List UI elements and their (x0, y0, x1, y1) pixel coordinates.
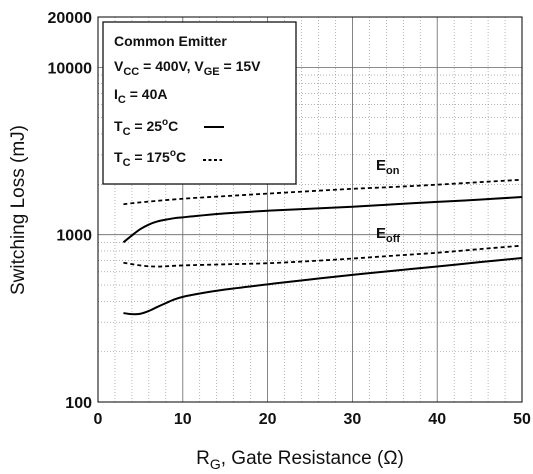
y-tick-label: 20000 (48, 10, 93, 27)
t175-main: T (114, 149, 123, 165)
x-tick-label: 50 (513, 411, 531, 428)
plot-frame (97, 16, 523, 403)
grid-lines (98, 17, 522, 402)
legend-line-t175: TC = 175oC (114, 148, 186, 169)
eoff-sub: off (386, 233, 400, 245)
vcc-main: V (114, 58, 124, 74)
t175-sup: o (170, 148, 176, 159)
x-title-sub: G (210, 456, 221, 472)
x-tick-label: 30 (344, 411, 362, 428)
t175-mid: = 175 (131, 149, 171, 165)
eon-sub: on (386, 165, 400, 177)
t25-rest: C (168, 118, 178, 134)
series-eon-solid (122, 195, 523, 244)
ic-main: I (114, 86, 118, 102)
eoff-main: E (376, 225, 386, 242)
legend-line-current: IC = 40A (114, 86, 167, 106)
eon-curve-label: Eon (376, 157, 400, 177)
x-tick-label: 0 (94, 411, 103, 428)
legend-line-voltages: VCC = 400V, VGE = 15V (114, 58, 261, 78)
t25-sup: o (162, 117, 168, 128)
eoff-curve-label: Eoff (376, 225, 400, 245)
t25-mid: = 25 (131, 118, 163, 134)
y-tick-label: 10000 (48, 60, 93, 77)
t25-sub: C (123, 126, 131, 138)
t175-sub: C (123, 157, 131, 169)
x-tick-label: 40 (428, 411, 446, 428)
y-tick-labels: 100 1000 10000 20000 (48, 10, 93, 412)
y-tick-label: 1000 (56, 228, 92, 245)
legend-line-common-emitter: Common Emitter (114, 33, 227, 49)
x-tick-label: 20 (259, 411, 277, 428)
ic-sub: C (118, 94, 126, 106)
y-tick-label: 100 (65, 395, 92, 412)
x-title-rest: , Gate Resistance (Ω) (221, 448, 404, 469)
vge-rest: = 15V (220, 58, 262, 74)
x-tick-labels: 0 10 20 30 40 50 (94, 411, 531, 428)
vcc-rest: = 400V, V (139, 58, 204, 74)
series-layer (122, 178, 523, 316)
x-axis-title: RG, Gate Resistance (Ω) (196, 448, 404, 472)
vcc-sub: CC (123, 66, 139, 78)
vge-sub: GE (204, 66, 220, 78)
legend-line-t25: TC = 25oC (114, 117, 178, 138)
t175-rest: C (176, 149, 186, 165)
t25-main: T (114, 118, 123, 134)
x-title-main: R (196, 448, 210, 469)
eon-main: E (376, 157, 386, 174)
y-axis-title: Switching Loss (mJ) (8, 125, 29, 295)
legend-frame (102, 21, 297, 185)
x-tick-label: 10 (174, 411, 192, 428)
series-eoff-solid (123, 257, 523, 316)
series-eoff-dashed (123, 244, 523, 268)
ic-rest: = 40A (126, 86, 168, 102)
legend-box: Common Emitter VCC = 400V, VGE = 15V IC … (102, 21, 297, 185)
